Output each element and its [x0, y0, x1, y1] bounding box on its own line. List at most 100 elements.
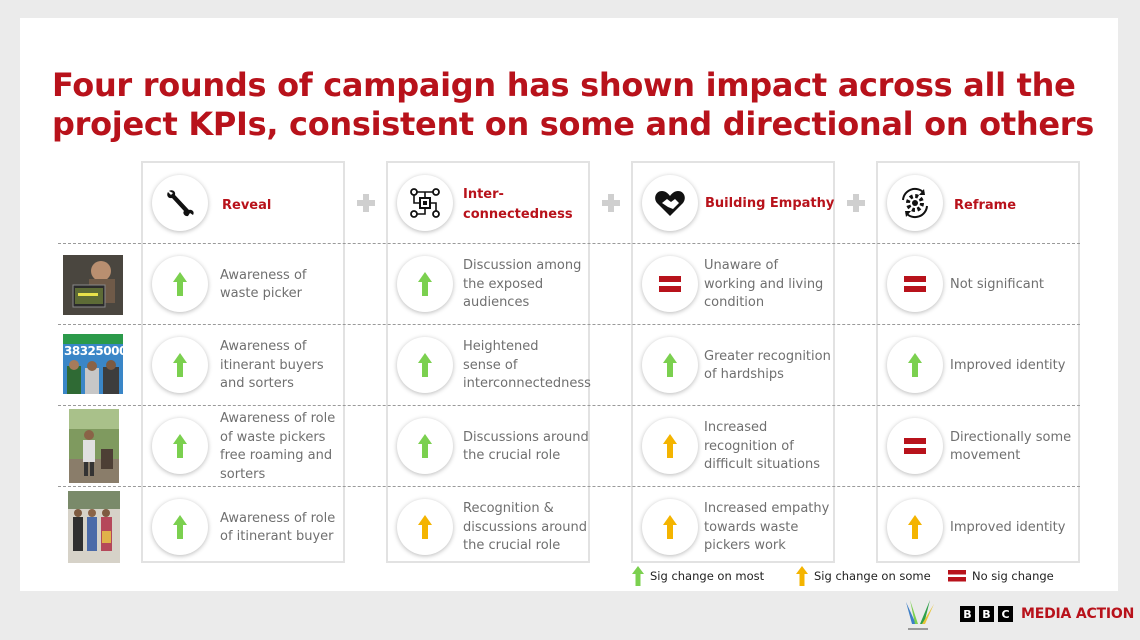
column-label-interconnectedness-line1: Inter-: [463, 187, 504, 202]
bbc-media-action-logo: B B C MEDIA ACTION: [960, 606, 1134, 622]
bbc-letter-box: B: [960, 606, 975, 622]
row-separator: [58, 243, 1080, 244]
column-frame-building-empathy: [631, 161, 835, 563]
kpi-text-line: free roaming and: [220, 448, 333, 463]
green-arrow-icon: [418, 272, 432, 296]
status-indicator: [152, 418, 208, 474]
bbc-letter-box: C: [998, 606, 1013, 622]
kpi-text-line: movement: [950, 448, 1021, 463]
kpi-text-line: Discussions around: [463, 429, 589, 445]
media-action-text: MEDIA ACTION: [1021, 606, 1135, 622]
kpi-text: Unaware of working and living condition: [704, 257, 834, 313]
green-arrow-icon: [663, 353, 677, 377]
kpi-text-line: interconnectedness: [463, 376, 591, 392]
column-label-reframe: Reframe: [954, 198, 1017, 213]
network-chip-icon: [397, 175, 453, 231]
kpi-text-line: working and living: [704, 276, 824, 292]
kpi-text-line: sense of: [463, 357, 518, 373]
kpi-text-line: waste picker: [220, 286, 303, 301]
green-arrow-icon: [908, 353, 922, 377]
column-label-interconnectedness-line2: connectedness: [463, 207, 573, 222]
row-separator: [58, 486, 1080, 487]
plus-icon: [845, 192, 867, 214]
equals-icon: [948, 570, 966, 582]
kpi-text-line: Discussion among: [463, 258, 582, 274]
green-arrow-icon: [173, 272, 187, 296]
bbc-letter-box: B: [979, 606, 994, 622]
kpi-text: Heightened sense of interconnectedness: [463, 338, 593, 394]
kpi-text: Increased empathy towards waste pickers wo…: [704, 500, 834, 556]
kpi-text-line: sorters: [220, 466, 266, 482]
status-indicator: [887, 499, 943, 555]
green-arrow-icon: [173, 353, 187, 377]
status-indicator: [152, 256, 208, 312]
kpi-text-line: towards waste: [704, 519, 799, 535]
status-indicator: [397, 256, 453, 312]
legend-label: No sig change: [972, 569, 1054, 583]
kpi-text: Awareness of waste picker: [220, 267, 350, 304]
column-frame-reframe: [876, 161, 1080, 563]
kpi-text: Improved identity: [950, 519, 1080, 538]
kpi-text: Recognition & discussions around the cruci…: [463, 500, 593, 556]
heart-handshake-icon: [642, 175, 698, 231]
photo-person-laptop: [63, 255, 123, 315]
kpi-text-line: Increased: [704, 420, 768, 436]
status-indicator: [887, 418, 943, 474]
green-arrow-icon: [632, 566, 644, 586]
status-indicator: [642, 499, 698, 555]
kpi-text-line: Increased empathy: [704, 501, 830, 517]
kpi-text: Awareness of itinerant buyers and sorters: [220, 338, 350, 394]
status-indicator: [642, 256, 698, 312]
kpi-text-line: Awareness of role: [220, 510, 336, 526]
kpi-text-line: the exposed: [463, 276, 544, 292]
kpi-text-line: discussions around: [463, 519, 587, 535]
photo-group-people: [68, 491, 120, 563]
kpi-text: Greater recognition of hardships: [704, 348, 834, 385]
kpi-text-line: the crucial role: [463, 448, 561, 463]
kpi-text-line: of waste pickers: [220, 429, 326, 445]
kpi-text-line: Awareness of: [220, 267, 307, 283]
column-frame-interconnectedness: [386, 161, 590, 563]
kpi-text-line: of hardships: [704, 367, 784, 382]
legend-label: Sig change on most: [650, 569, 765, 583]
status-indicator: [397, 337, 453, 393]
amber-arrow-icon: [663, 515, 677, 539]
kpi-text-line: Heightened: [463, 339, 539, 355]
kpi-text-line: itinerant buyers: [220, 357, 324, 373]
kpi-text-line: of itinerant buyer: [220, 529, 334, 544]
kpi-text-line: difficult situations: [704, 457, 821, 473]
amber-arrow-icon: [663, 434, 677, 458]
column-frame-reveal: [141, 161, 345, 563]
kpi-text-line: condition: [704, 295, 765, 311]
photo-street-scene: [69, 409, 119, 483]
status-indicator: [642, 418, 698, 474]
plus-icon: [600, 192, 622, 214]
row-separator: [58, 405, 1080, 406]
kpi-text: Improved identity: [950, 357, 1080, 376]
amber-arrow-icon: [418, 515, 432, 539]
plus-icon: [355, 192, 377, 214]
v-leaf-logo: [898, 598, 938, 636]
poster-383250000: [63, 334, 123, 394]
column-label-reveal: Reveal: [222, 198, 272, 213]
kpi-text-line: and sorters: [220, 376, 294, 392]
legend-sig-change-some: Sig change on some: [796, 565, 931, 587]
kpi-text: Discussions around the crucial role: [463, 429, 593, 466]
row-separator: [58, 324, 1080, 325]
kpi-text-line: Recognition &: [463, 501, 554, 517]
kpi-text: Discussion among the exposed audiences: [463, 257, 593, 313]
status-indicator: [642, 337, 698, 393]
kpi-text-line: pickers work: [704, 538, 786, 554]
refresh-gear-icon: [887, 175, 943, 231]
kpi-text-line: audiences: [463, 295, 530, 311]
kpi-text-line: Unaware of: [704, 258, 779, 274]
kpi-text-line: recognition of: [704, 438, 794, 454]
kpi-text-line: Improved identity: [950, 357, 1066, 373]
status-indicator: [397, 499, 453, 555]
kpi-text: Not significant: [950, 276, 1080, 295]
wrench-icon: [152, 175, 208, 231]
green-arrow-icon: [173, 434, 187, 458]
kpi-text-line: Greater recognition: [704, 348, 831, 364]
kpi-text: Awareness of role of itinerant buyer: [220, 510, 350, 547]
kpi-text: Increased recognition of difficult situati…: [704, 419, 834, 475]
